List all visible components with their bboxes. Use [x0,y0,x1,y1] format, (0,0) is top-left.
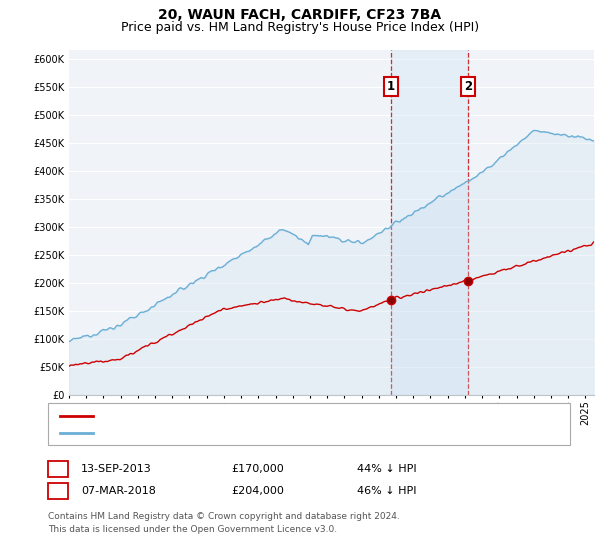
Bar [391,50,468,395]
Text: HPI: Average price, detached house, Cardiff: HPI: Average price, detached house, Card… [98,428,341,438]
Text: Price paid vs. HM Land Registry's House Price Index (HPI): Price paid vs. HM Land Registry's House … [121,21,479,34]
Text: Contains HM Land Registry data © Crown copyright and database right 2024.
This d: Contains HM Land Registry data © Crown c… [48,512,400,534]
Text: 1: 1 [387,80,395,93]
Text: 44% ↓ HPI: 44% ↓ HPI [357,464,416,474]
Text: 20, WAUN FACH, CARDIFF, CF23 7BA (detached house): 20, WAUN FACH, CARDIFF, CF23 7BA (detach… [98,411,403,421]
Text: 2: 2 [464,80,472,93]
Text: 2: 2 [54,486,62,496]
Text: 46% ↓ HPI: 46% ↓ HPI [357,486,416,496]
Text: 20, WAUN FACH, CARDIFF, CF23 7BA: 20, WAUN FACH, CARDIFF, CF23 7BA [158,8,442,22]
Text: 07-MAR-2018: 07-MAR-2018 [81,486,156,496]
Text: £170,000: £170,000 [231,464,284,474]
Text: 13-SEP-2013: 13-SEP-2013 [81,464,152,474]
Text: £204,000: £204,000 [231,486,284,496]
Text: 1: 1 [54,464,62,474]
